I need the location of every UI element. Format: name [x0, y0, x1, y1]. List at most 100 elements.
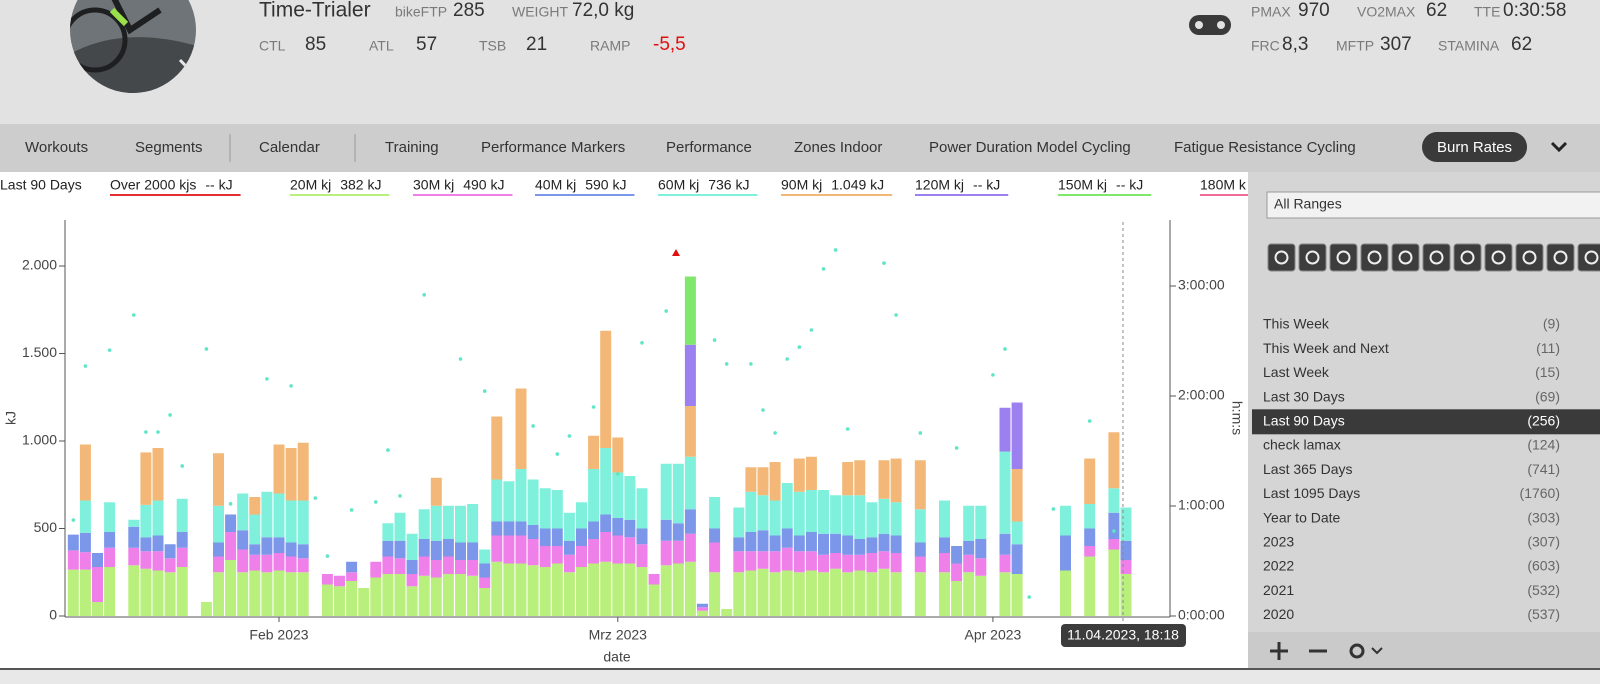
range-label[interactable]: This Week and Next — [1263, 340, 1389, 356]
legend-label[interactable]: Over 2000 kjs — [110, 177, 196, 193]
sport-filter-glyph — [1336, 250, 1351, 265]
bar-segment — [769, 462, 781, 501]
range-dropdown[interactable] — [1266, 191, 1600, 219]
sport-filter[interactable] — [1453, 243, 1482, 272]
bar-segment — [213, 542, 224, 557]
bar-segment — [1011, 574, 1023, 616]
bar-segment — [709, 497, 721, 529]
bar-segment — [854, 539, 866, 555]
bar-segment — [79, 500, 91, 533]
bar-segment — [1120, 507, 1132, 541]
bar-segment — [1011, 469, 1023, 522]
bar-segment — [672, 540, 684, 564]
nav-tab[interactable]: Segments — [135, 139, 203, 156]
bar-segment — [285, 572, 297, 616]
range-label[interactable]: Last 90 Days — [1263, 413, 1345, 429]
sport-filter-glyph — [1553, 250, 1568, 265]
bar-segment — [491, 561, 503, 616]
legend-label[interactable]: 90M kj — [781, 177, 822, 193]
nav-more[interactable] — [1550, 141, 1568, 153]
nav-tab[interactable]: Power Duration Model Cycling — [929, 139, 1131, 156]
bar-segment — [430, 540, 442, 561]
bar-segment — [793, 458, 805, 492]
bar-segment — [684, 406, 696, 457]
range-label[interactable]: Last 30 Days — [1263, 388, 1345, 404]
bar-segment — [733, 572, 745, 616]
legend-label[interactable]: 120M kj — [915, 177, 964, 193]
bar-segment — [1120, 574, 1132, 616]
range-label[interactable]: This Week — [1263, 316, 1330, 332]
stat-label: CTL — [259, 38, 286, 54]
settings-button[interactable] — [1349, 643, 1365, 659]
duration-point — [712, 338, 717, 342]
bar-segment — [128, 565, 140, 616]
nav-tab[interactable]: Calendar — [259, 139, 320, 156]
range-label[interactable]: Last Week — [1263, 364, 1330, 380]
sport-filter[interactable] — [1546, 243, 1575, 272]
range-label[interactable]: 2020 — [1263, 606, 1294, 622]
stat-value: 307 — [1380, 34, 1412, 55]
stat-value: -5,5 — [653, 34, 686, 55]
range-label[interactable]: Last 365 Days — [1263, 461, 1353, 477]
sport-filter[interactable] — [1577, 243, 1600, 272]
add-button[interactable] — [1270, 642, 1288, 660]
bar-segment — [551, 490, 563, 529]
sport-filter[interactable] — [1484, 243, 1513, 272]
legend-label[interactable]: 180M k — [1200, 177, 1247, 193]
bar-segment — [600, 514, 612, 533]
bar-segment — [684, 276, 696, 345]
sport-filter[interactable] — [1515, 243, 1544, 272]
bar-segment — [830, 568, 842, 616]
bar-segment — [479, 577, 491, 589]
bar-segment — [176, 498, 188, 533]
range-label[interactable]: Last 1095 Days — [1263, 485, 1360, 501]
legend-label[interactable]: 30M kj — [413, 177, 454, 193]
range-label[interactable]: check lamax — [1263, 437, 1341, 453]
stat-value: 0:30:58 — [1503, 0, 1566, 21]
duration-point — [325, 554, 330, 558]
bar-segment — [249, 570, 261, 616]
bar-segment — [418, 575, 430, 616]
bar-segment — [418, 539, 430, 557]
duration-point — [845, 427, 850, 431]
range-count: (9) — [1543, 316, 1560, 332]
bar-segment — [1108, 512, 1120, 540]
sport-filter[interactable] — [1360, 243, 1389, 272]
bar-segment — [588, 539, 600, 564]
range-label[interactable]: 2022 — [1263, 558, 1294, 574]
sport-filter[interactable] — [1422, 243, 1451, 272]
nav-tab-active — [1422, 132, 1528, 162]
legend-label[interactable]: 150M kj — [1058, 177, 1107, 193]
bar-segment — [805, 551, 817, 571]
legend-label[interactable]: 20M kj — [290, 177, 331, 193]
duration-point — [555, 452, 560, 456]
nav-tab[interactable]: Performance — [666, 139, 752, 156]
bar-segment — [261, 491, 273, 538]
bar-segment — [225, 532, 237, 561]
bar-segment — [866, 537, 878, 554]
legend-label[interactable]: 60M kj — [658, 177, 699, 193]
duration-point — [785, 357, 789, 361]
duration-point — [289, 384, 293, 388]
nav-tab[interactable]: Burn Rates — [1437, 139, 1512, 156]
sport-filter[interactable] — [1329, 243, 1358, 272]
bar-segment — [539, 567, 551, 616]
sport-filter[interactable] — [1267, 243, 1296, 272]
nav-tab[interactable]: Fatigue Resistance Cycling — [1174, 139, 1356, 156]
nav-tab[interactable]: Workouts — [25, 139, 88, 156]
nav-tab[interactable]: Performance Markers — [481, 139, 625, 156]
range-label[interactable]: 2023 — [1263, 534, 1294, 550]
stat-value: 970 — [1298, 0, 1330, 21]
legend-label[interactable]: 40M kj — [535, 177, 576, 193]
range-label[interactable]: Year to Date — [1263, 509, 1341, 525]
nav-tab[interactable]: Zones Indoor — [794, 139, 882, 156]
sport-filter[interactable] — [1298, 243, 1327, 272]
bar-segment — [79, 444, 91, 501]
x-axis-title: date — [603, 649, 630, 665]
x-tick-label: Mrz 2023 — [589, 627, 648, 643]
bar-segment — [1108, 432, 1120, 489]
stat-value: 57 — [416, 34, 437, 55]
nav-tab[interactable]: Training — [385, 139, 439, 156]
sport-filter[interactable] — [1391, 243, 1420, 272]
range-label[interactable]: 2021 — [1263, 582, 1294, 598]
